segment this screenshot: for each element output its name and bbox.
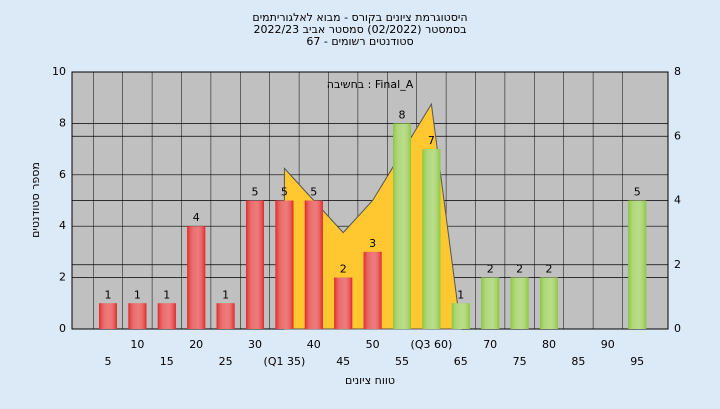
bar-shade (363, 251, 382, 329)
y-tick-label: 10 (52, 65, 66, 78)
bar-shade (216, 303, 235, 329)
x-tick-label: 95 (630, 355, 644, 368)
x-tick-label: 30 (248, 338, 262, 351)
y-tick-label: 8 (59, 116, 66, 129)
x-tick-label: 40 (307, 338, 321, 351)
bar-shade (451, 303, 470, 329)
chart-subtitle: בסמסטר (02/2022) סמסטר אביב 2022/23 (253, 23, 466, 36)
value-label: 8 (399, 108, 406, 121)
x-tick-label: (Q1 35) (264, 355, 306, 368)
x-tick-label: 90 (601, 338, 615, 351)
x-tick-label: 25 (219, 355, 233, 368)
chart-subtitle: סטודנטים רשומים - 67 (306, 35, 413, 48)
bar-shade (628, 200, 647, 329)
value-label: 5 (252, 186, 259, 199)
bar-shade (187, 226, 206, 329)
x-tick-label: 15 (160, 355, 174, 368)
y-tick-label: 6 (59, 168, 66, 181)
x-tick-label: 55 (395, 355, 409, 368)
x-tick-label: (Q3 60) (411, 338, 453, 351)
value-label: 2 (546, 263, 553, 276)
bar-shade (481, 277, 500, 329)
bar-shade (128, 303, 147, 329)
y-tick-label: 0 (59, 322, 66, 335)
bar-shade (334, 277, 353, 329)
y2-tick-label: 6 (674, 129, 681, 142)
value-label: 3 (369, 237, 376, 250)
bar-shade (304, 200, 323, 329)
x-tick-label: 65 (454, 355, 468, 368)
bar-shade (422, 149, 441, 329)
x-tick-label: 80 (542, 338, 556, 351)
value-label: 2 (340, 263, 347, 276)
x-tick-label: 20 (189, 338, 203, 351)
y2-tick-label: 8 (674, 65, 681, 78)
x-tick-label: 5 (105, 355, 112, 368)
value-label: 1 (105, 288, 112, 301)
value-label: 2 (516, 263, 523, 276)
bar-shade (510, 277, 529, 329)
y-tick-label: 4 (59, 219, 66, 232)
x-tick-label: 75 (513, 355, 527, 368)
bar-shade (246, 200, 264, 329)
value-label: 5 (310, 186, 317, 199)
value-label: 7 (428, 134, 435, 147)
value-label: 1 (457, 288, 464, 301)
x-tick-label: 85 (571, 355, 585, 368)
x-axis-label: טווח ציונים (345, 374, 395, 387)
value-label: 5 (634, 186, 641, 199)
bar-shade (99, 303, 117, 329)
value-label: 1 (134, 288, 141, 301)
x-tick-label: 70 (483, 338, 497, 351)
bar-shade (157, 303, 176, 329)
annotation: בחשיבה : Final_A (327, 78, 414, 91)
bar-shade (275, 200, 294, 329)
bar-shade (393, 123, 411, 330)
y-axis-label: מספר סטודנטים (29, 162, 42, 238)
value-label: 5 (281, 186, 288, 199)
value-label: 1 (163, 288, 170, 301)
x-tick-label: 10 (130, 338, 144, 351)
y-tick-label: 2 (59, 271, 66, 284)
chart-title: היסטוגרמת ציונים בקורס - מבוא לאלגוריתמי… (252, 11, 467, 24)
y2-tick-label: 0 (674, 322, 681, 335)
y2-tick-label: 4 (674, 194, 681, 207)
value-label: 4 (193, 211, 200, 224)
y2-tick-label: 2 (674, 258, 681, 271)
bar-shade (540, 277, 558, 329)
value-label: 1 (222, 288, 229, 301)
x-tick-label: 50 (366, 338, 380, 351)
value-label: 2 (487, 263, 494, 276)
x-tick-label: 45 (336, 355, 350, 368)
